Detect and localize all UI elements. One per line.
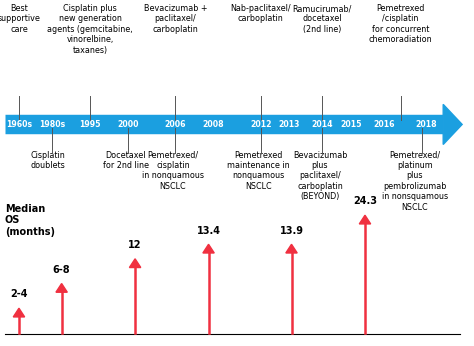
Text: 1980s: 1980s (39, 120, 65, 129)
Text: 2008: 2008 (202, 120, 224, 129)
Polygon shape (286, 244, 297, 253)
Text: Docetaxel
for 2nd line: Docetaxel for 2nd line (102, 151, 149, 170)
Text: Best
supportive
care: Best supportive care (0, 4, 40, 34)
Text: Pemetrexed
/cisplatin
for concurrent
chemoradiation: Pemetrexed /cisplatin for concurrent che… (369, 4, 432, 44)
Text: 24.3: 24.3 (353, 197, 377, 207)
Polygon shape (203, 244, 214, 253)
Text: Pemetrexed/
platinum
plus
pembrolizumab
in nonsquamous
NSCLC: Pemetrexed/ platinum plus pembrolizumab … (382, 151, 448, 211)
Text: 2012: 2012 (250, 120, 272, 129)
Polygon shape (129, 259, 141, 267)
Text: Nab-paclitaxel/
carboplatin: Nab-paclitaxel/ carboplatin (230, 4, 291, 24)
Polygon shape (359, 215, 371, 224)
Text: 13.4: 13.4 (197, 226, 220, 236)
Text: Median
OS
(months): Median OS (months) (5, 203, 55, 237)
Text: Pemetrexed
maintenance in
nonquamous
NSCLC: Pemetrexed maintenance in nonquamous NSC… (227, 151, 290, 191)
Text: Cisplatin plus
new generation
agents (gemcitabine,
vinorelbine,
taxanes): Cisplatin plus new generation agents (ge… (47, 4, 133, 55)
Polygon shape (13, 308, 25, 317)
Text: 1995: 1995 (79, 120, 101, 129)
Text: Cisplatin
doublets: Cisplatin doublets (30, 151, 65, 170)
Text: 2018: 2018 (416, 120, 438, 129)
Text: 2000: 2000 (117, 120, 139, 129)
Text: Bevacizumab
plus
paclitaxel/
carboplatin
(BEYOND): Bevacizumab plus paclitaxel/ carboplatin… (293, 151, 347, 201)
Text: 6-8: 6-8 (53, 265, 71, 275)
Text: Bevacizumab +
paclitaxel/
carboplatin: Bevacizumab + paclitaxel/ carboplatin (144, 4, 207, 34)
Text: 13.9: 13.9 (280, 226, 303, 236)
Text: 2014: 2014 (311, 120, 333, 129)
Polygon shape (56, 283, 67, 292)
Polygon shape (443, 104, 462, 145)
Text: 2016: 2016 (373, 120, 395, 129)
Text: 12: 12 (128, 240, 142, 250)
Text: Ramucirumab/
docetaxel
(2nd line): Ramucirumab/ docetaxel (2nd line) (292, 4, 352, 34)
Text: Pemetrexed/
cisplatin
in nonquamous
NSCLC: Pemetrexed/ cisplatin in nonquamous NSCL… (142, 151, 204, 191)
Text: 2-4: 2-4 (10, 290, 27, 300)
Text: 2013: 2013 (278, 120, 300, 129)
Text: 2006: 2006 (164, 120, 186, 129)
Text: 2015: 2015 (340, 120, 362, 129)
Text: 1960s: 1960s (6, 120, 32, 129)
